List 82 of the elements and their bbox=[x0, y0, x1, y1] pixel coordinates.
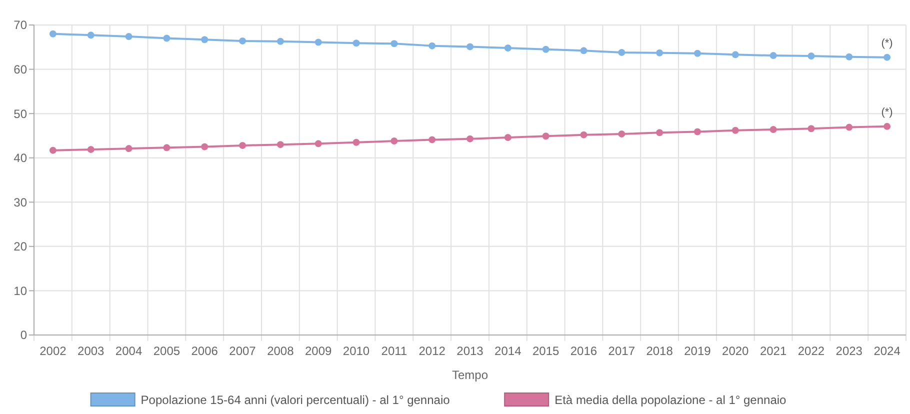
x-tick-label: 2009 bbox=[304, 344, 332, 358]
point bbox=[163, 34, 170, 42]
point bbox=[125, 145, 132, 152]
x-tick-label: 2019 bbox=[684, 344, 712, 358]
x-tick-label: 2014 bbox=[494, 344, 522, 358]
x-tick-label: 2018 bbox=[646, 344, 674, 358]
point bbox=[580, 47, 588, 54]
point bbox=[770, 52, 777, 60]
point bbox=[49, 30, 56, 38]
x-tick-label: 2006 bbox=[191, 344, 218, 358]
annotation: (*) bbox=[881, 106, 893, 118]
x-tick-label: 2010 bbox=[342, 344, 370, 358]
x-tick-label: 2016 bbox=[570, 344, 598, 358]
point bbox=[87, 146, 94, 153]
point bbox=[884, 122, 891, 130]
y-tick-label: 40 bbox=[14, 151, 28, 166]
x-tick-label: 2021 bbox=[760, 344, 787, 358]
point bbox=[580, 131, 588, 138]
point bbox=[466, 43, 474, 50]
point bbox=[618, 130, 626, 138]
x-tick-label: 2005 bbox=[153, 344, 180, 358]
y-tick-label: 70 bbox=[14, 18, 28, 32]
legend-label: Età media della popolazione - al 1° gennaio bbox=[554, 393, 787, 407]
x-axis-title: Tempo bbox=[452, 368, 488, 382]
point bbox=[276, 38, 284, 45]
y-tick-label: 50 bbox=[14, 106, 28, 121]
x-tick-label: 2015 bbox=[532, 344, 560, 358]
point bbox=[352, 138, 360, 146]
x-tick-label: 2023 bbox=[836, 344, 863, 358]
point bbox=[694, 128, 701, 136]
x-tick-label: 2024 bbox=[874, 344, 901, 358]
point bbox=[125, 33, 132, 40]
point bbox=[808, 52, 815, 60]
y-tick-label: 0 bbox=[20, 328, 28, 342]
point bbox=[201, 143, 208, 150]
point bbox=[542, 132, 550, 140]
x-tick-label: 2007 bbox=[229, 344, 256, 358]
point bbox=[618, 48, 626, 56]
point bbox=[314, 38, 322, 46]
x-tick-label: 2011 bbox=[381, 344, 408, 358]
x-tick-label: 2003 bbox=[78, 344, 105, 358]
x-tick-label: 2017 bbox=[608, 344, 636, 358]
point bbox=[428, 136, 436, 144]
point bbox=[239, 37, 246, 44]
x-tick-label: 2022 bbox=[798, 344, 825, 358]
point bbox=[732, 51, 739, 58]
x-tick-label: 2002 bbox=[40, 344, 67, 358]
point bbox=[390, 138, 398, 145]
point bbox=[770, 126, 777, 134]
point bbox=[504, 134, 512, 141]
point bbox=[276, 141, 284, 148]
point bbox=[884, 54, 891, 61]
legend-label: Popolazione 15-64 anni (valori percentuali) - al 1° gennaio bbox=[140, 393, 450, 407]
y-tick-label: 20 bbox=[14, 240, 28, 254]
y-tick-label: 30 bbox=[14, 195, 28, 210]
x-tick-label: 2004 bbox=[115, 344, 142, 358]
point bbox=[504, 44, 512, 52]
x-tick-label: 2012 bbox=[418, 344, 446, 358]
x-tick-label: 2008 bbox=[267, 344, 294, 358]
point bbox=[466, 135, 474, 142]
point bbox=[732, 126, 739, 134]
point bbox=[656, 49, 664, 56]
point bbox=[542, 46, 550, 53]
point bbox=[808, 125, 815, 132]
point bbox=[428, 42, 436, 50]
point bbox=[314, 140, 322, 148]
point bbox=[846, 124, 853, 131]
point bbox=[352, 40, 360, 47]
annotation: (*) bbox=[881, 37, 893, 50]
point bbox=[239, 142, 246, 149]
y-tick-label: 10 bbox=[14, 284, 28, 298]
point bbox=[656, 129, 664, 136]
x-tick-label: 2020 bbox=[722, 344, 750, 358]
y-tick-label: 60 bbox=[14, 62, 28, 76]
x-tick-label: 2013 bbox=[456, 344, 484, 358]
point bbox=[87, 32, 94, 39]
point bbox=[163, 144, 170, 152]
point bbox=[201, 36, 208, 44]
point bbox=[49, 146, 56, 154]
point bbox=[694, 50, 701, 57]
point bbox=[846, 53, 853, 60]
point bbox=[390, 40, 398, 48]
